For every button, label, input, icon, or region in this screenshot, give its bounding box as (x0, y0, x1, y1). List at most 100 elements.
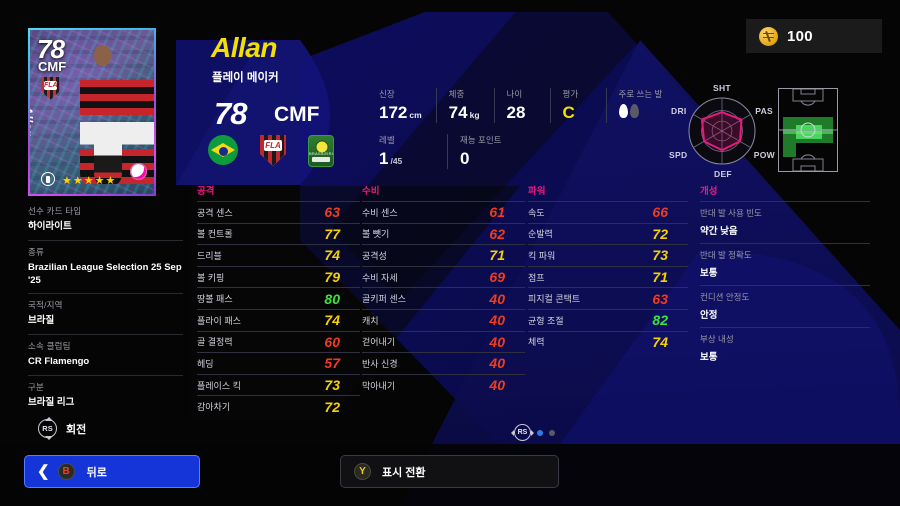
vital-value: 0 (460, 149, 470, 168)
stat-name: 플레이스 킥 (197, 380, 241, 391)
pitch-svg (779, 88, 837, 172)
card-player-legs (94, 131, 122, 185)
stat-value: 61 (489, 204, 505, 221)
player-role: 플레이 메이커 (212, 72, 279, 84)
vital-label: 신장 (379, 89, 395, 99)
stat-row: 플라이 패스 74 (197, 308, 360, 331)
vital-age: 나이 28 (493, 88, 550, 123)
stat-row: 헤딩 57 (197, 352, 360, 374)
vital-label: 평가 (562, 89, 579, 99)
radar-label-sht: SHT (713, 83, 731, 93)
trait-name: 부상 내성 (700, 334, 734, 344)
stat-name: 체력 (528, 337, 545, 348)
stat-value: 74 (324, 312, 340, 329)
stat-value: 71 (489, 247, 505, 264)
stat-row: 피지컬 콘택트 63 (528, 287, 688, 309)
stat-value: 40 (489, 312, 505, 329)
stat-column-power: 파워 속도 66 순발력 72 킥 파워 73 점프 71 피지컬 콘택트 63 균형 조절 82 체력… (528, 183, 688, 417)
back-button[interactable]: ❮ B 뒤로 (24, 455, 200, 488)
stat-value: 40 (489, 377, 505, 394)
stat-row: 골 결정력 60 (197, 330, 360, 353)
stat-value: 71 (652, 269, 668, 286)
flamengo-crest-icon: FLA (260, 135, 286, 166)
column-title: 수비 (362, 186, 380, 197)
toggle-display-button[interactable]: Y 표시 전환 (340, 455, 559, 488)
vital-label: 재능 포인트 (460, 135, 502, 145)
meta-label: 종류 (28, 246, 45, 257)
position-pitch-map (778, 88, 838, 172)
stat-row: 볼 뺏기 62 (362, 222, 525, 245)
stat-columns: 공격 공격 센스 63 볼 컨트롤 77 드리블 74 볼 키핑 79 땅볼 패스 80 플라이 패… (197, 183, 888, 417)
stat-row: 순발력 72 (528, 222, 688, 245)
radar-label-pow: POW (753, 150, 775, 160)
trait-name: 반대 발 사용 빈도 (700, 208, 762, 218)
stat-name: 드리블 (197, 250, 222, 261)
trait-value: 안정 (700, 310, 718, 321)
stat-name: 걷어내기 (362, 337, 396, 348)
stat-value: 77 (324, 225, 340, 242)
trait-row: 반대 발 사용 빈도 약간 낮음 (700, 201, 870, 243)
trait-name: 반대 발 정확도 (700, 250, 752, 260)
page-indicator[interactable]: RS (511, 424, 555, 441)
vital-label: 나이 (506, 89, 523, 99)
flamengo-crest-icon: FLA (41, 77, 60, 100)
meta-row: 국적/지역 브라질 (28, 294, 183, 336)
b-button-icon: B (57, 463, 75, 480)
brazil-flag-icon (208, 135, 238, 165)
page-dot-active[interactable] (537, 429, 543, 436)
stat-row: 땅볼 패스 80 (197, 287, 360, 309)
vital-number: 74 (448, 103, 468, 122)
page-dot[interactable] (549, 429, 555, 436)
stat-row: 킥 파워 73 (528, 244, 688, 266)
stat-value: 74 (652, 333, 668, 350)
stat-row: 속도 66 (528, 201, 688, 223)
stat-value: 57 (324, 355, 340, 372)
vital-number: 172 (379, 103, 408, 122)
meta-row: 구분 브라질 리그 (28, 376, 183, 416)
stat-name: 헤딩 (197, 358, 214, 369)
stat-column-defence: 수비 수비 센스 61 볼 뺏기 62 공격성 71 수비 자세 69 골키퍼 센스 40 캐치 40… (362, 183, 525, 417)
stat-value: 63 (324, 204, 340, 221)
stat-row: 수비 자세 69 (362, 265, 525, 288)
stat-value: 69 (489, 269, 505, 286)
vital-talent-points: 재능 포인트 0 (447, 134, 515, 169)
stat-value: 66 (652, 204, 668, 221)
meta-value: Brazilian League Selection 25 Sep '25 (28, 261, 182, 286)
stat-value: 40 (489, 333, 505, 350)
meta-row: 선수 카드 타입 하이라이트 (28, 200, 183, 241)
stat-name: 볼 컨트롤 (197, 229, 233, 240)
rotate-card-hint[interactable]: RS 회전 (38, 417, 86, 440)
radar-label-def: DEF (714, 169, 732, 179)
stat-row: 공격 센스 63 (197, 201, 360, 223)
stat-value: 73 (324, 377, 340, 394)
stat-value: 63 (652, 290, 668, 307)
stat-name: 점프 (528, 272, 545, 283)
card-star-rating: ★ ★ ★ ★ ★ (62, 175, 116, 187)
stat-rows: 수비 센스 61 볼 뺏기 62 공격성 71 수비 자세 69 골키퍼 센스 40 캐치 40 걷어내… (362, 201, 525, 395)
stat-value: 40 (489, 355, 505, 372)
stat-row: 균형 조절 82 (528, 308, 688, 331)
column-title: 개성 (700, 186, 718, 197)
meta-value: 브라질 리그 (28, 397, 75, 409)
player-meta-list: 선수 카드 타입 하이라이트 종류 Brazilian League Selec… (28, 200, 183, 416)
right-stick-icon: RS (38, 417, 57, 440)
player-card[interactable]: 78 CMF FLA Allan ★ ★ ★ ★ ★ (28, 28, 156, 196)
trait-value: 보통 (700, 352, 718, 363)
vital-value: 172 cm (379, 103, 422, 123)
vital-value: 28 (506, 103, 526, 122)
stat-value: 82 (652, 312, 668, 329)
stat-value: 74 (324, 247, 340, 264)
vital-unit: cm (409, 110, 422, 120)
meta-row: 소속 클럽팀 CR Flamengo (28, 335, 183, 377)
stat-value: 72 (324, 398, 340, 415)
stat-row: 드리블 74 (197, 244, 360, 266)
column-title: 파워 (528, 186, 546, 197)
stat-row: 볼 키핑 79 (197, 265, 360, 288)
chevron-left-icon: ❮ (37, 463, 50, 480)
stat-value: 79 (324, 269, 340, 286)
meta-value: 브라질 (28, 315, 55, 327)
meta-label: 국적/지역 (28, 300, 63, 311)
meta-label: 구분 (28, 382, 45, 393)
trait-name: 컨디션 안정도 (700, 292, 750, 302)
